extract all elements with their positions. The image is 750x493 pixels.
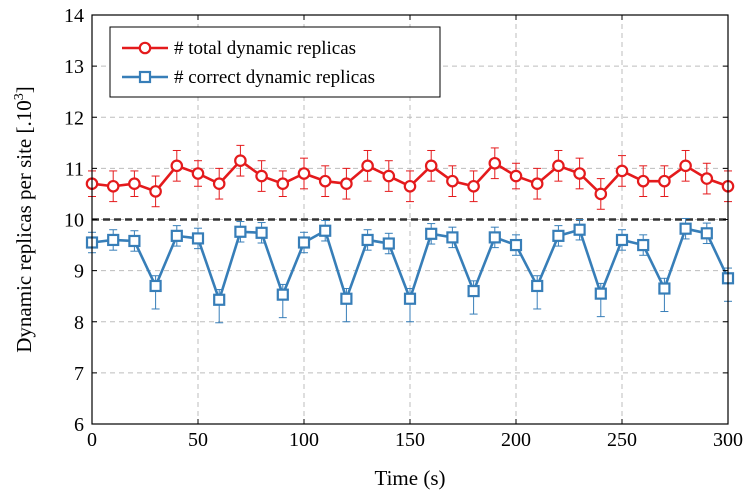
data-point-total <box>212 177 226 191</box>
x-tick-label: 50 <box>188 429 208 451</box>
data-point-correct <box>594 287 607 300</box>
data-point-total <box>467 179 480 193</box>
y-tick-label: 8 <box>74 312 84 334</box>
data-point-total <box>403 179 417 193</box>
data-point-correct <box>403 292 417 305</box>
data-point-correct <box>319 224 332 237</box>
legend-marker-total <box>138 41 152 55</box>
data-point-correct <box>361 233 374 247</box>
y-tick-label: 12 <box>64 107 84 129</box>
data-point-correct <box>700 227 713 240</box>
data-point-total <box>340 177 353 191</box>
data-point-total <box>530 177 544 191</box>
y-axis-title-end: ] <box>12 86 36 93</box>
data-point-correct <box>679 222 692 235</box>
series-markers <box>85 154 735 306</box>
data-point-correct <box>340 292 353 305</box>
data-point-correct <box>658 282 671 295</box>
data-point-total <box>488 156 502 170</box>
data-point-correct <box>425 227 438 240</box>
data-point-total <box>509 169 523 183</box>
data-point-total <box>424 159 438 173</box>
y-tick-label: 9 <box>74 261 84 283</box>
data-point-correct <box>615 233 629 247</box>
data-point-correct <box>531 279 544 293</box>
x-axis-title: Time (s) <box>375 466 446 490</box>
legend-box <box>109 26 441 98</box>
y-tick-label: 6 <box>74 414 84 436</box>
data-point-correct <box>637 238 650 252</box>
data-point-correct <box>234 225 247 238</box>
data-point-total <box>594 187 608 201</box>
data-point-correct <box>509 238 523 252</box>
data-point-total <box>149 185 162 198</box>
legend: # total dynamic replicas # correct dynam… <box>109 26 441 98</box>
y-axis-title-superscript: 3 <box>12 93 27 100</box>
y-tick-label: 14 <box>64 5 84 27</box>
data-point-total <box>276 177 290 191</box>
data-point-total <box>297 167 311 180</box>
legend-entry-correct: # correct dynamic replicas <box>122 67 375 88</box>
data-point-correct <box>573 223 586 236</box>
axis-ticks: 0 50 100 150 200 250 300 6 7 8 9 10 11 12 13 14 <box>64 5 743 451</box>
x-tick-label: 0 <box>87 429 97 451</box>
data-point-total <box>552 159 565 173</box>
data-point-correct <box>213 293 226 306</box>
x-tick-label: 250 <box>607 429 637 451</box>
y-tick-label: 10 <box>64 210 84 232</box>
data-point-correct <box>446 231 459 244</box>
data-point-correct <box>488 231 501 244</box>
data-point-total <box>170 159 184 173</box>
legend-entry-total: # total dynamic replicas <box>122 38 356 59</box>
x-tick-label: 300 <box>713 429 743 451</box>
legend-marker-correct <box>138 70 152 84</box>
x-tick-label: 100 <box>289 429 319 451</box>
data-point-total <box>573 167 586 180</box>
data-point-total <box>106 179 120 193</box>
y-axis-title: Dynamic replicas per site [.103] <box>12 86 36 353</box>
data-point-total <box>128 177 141 191</box>
data-point-total <box>234 154 247 168</box>
data-point-total <box>318 174 332 188</box>
data-point-correct <box>382 237 395 250</box>
data-point-correct <box>107 233 120 247</box>
data-point-correct <box>552 229 565 242</box>
y-tick-label: 7 <box>74 363 84 385</box>
legend-label-total: # total dynamic replicas <box>174 38 356 59</box>
data-point-total <box>361 159 374 173</box>
data-point-correct <box>149 279 162 293</box>
data-point-total <box>615 164 629 178</box>
data-point-total <box>255 169 268 183</box>
data-point-correct <box>297 236 311 249</box>
data-point-total <box>382 169 396 183</box>
data-point-total <box>700 172 714 185</box>
data-point-total <box>658 174 671 188</box>
data-point-correct <box>276 288 289 301</box>
legend-label-correct: # correct dynamic replicas <box>174 67 375 88</box>
data-point-total <box>191 167 205 180</box>
y-axis-title-main: Dynamic replicas per site [.10 <box>12 100 36 353</box>
data-point-correct <box>170 229 183 242</box>
data-point-total <box>636 174 650 188</box>
data-point-correct <box>467 284 480 298</box>
data-point-total <box>446 174 459 188</box>
data-point-correct <box>255 226 268 239</box>
data-point-correct <box>191 232 205 245</box>
y-tick-label: 11 <box>65 158 84 180</box>
x-tick-label: 200 <box>501 429 531 451</box>
data-point-total <box>679 159 692 173</box>
data-point-correct <box>128 234 141 248</box>
x-tick-label: 150 <box>395 429 425 451</box>
y-tick-label: 13 <box>64 56 84 78</box>
